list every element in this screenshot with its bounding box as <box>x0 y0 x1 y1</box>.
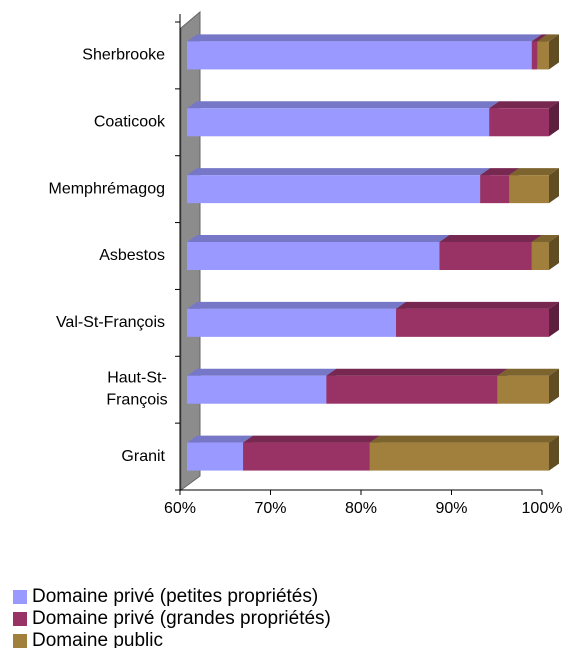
bar-front <box>531 242 549 270</box>
bar-side <box>549 235 559 270</box>
y-tick-label: Asbestos <box>99 247 165 264</box>
bar-front <box>531 41 538 70</box>
bar-top <box>187 34 542 42</box>
bar-top <box>187 368 337 376</box>
x-tick-label: 80% <box>345 500 377 517</box>
bar-segment <box>369 435 559 471</box>
bar-front <box>187 175 481 204</box>
bar-top <box>187 168 491 176</box>
bar-segment <box>187 368 337 404</box>
y-tick-label: Val-St-François <box>56 314 165 331</box>
bar-top <box>497 368 559 376</box>
bar-segment <box>439 235 542 270</box>
bar-top <box>187 301 407 309</box>
bar-front <box>480 175 510 204</box>
y-tick-label: Coaticook <box>94 114 166 131</box>
bar-top <box>531 235 559 242</box>
bar-top <box>369 435 559 443</box>
bar-front <box>489 108 549 137</box>
bar-front <box>187 442 244 471</box>
bar-segment <box>396 301 559 337</box>
bar-front <box>369 442 549 471</box>
legend: Domaine privé (petites propriétés)Domain… <box>13 586 331 651</box>
bar-segment <box>187 168 491 204</box>
x-tick-label: 90% <box>435 500 467 517</box>
bar-front <box>439 242 532 270</box>
bar-segment <box>243 435 380 471</box>
bar-front <box>243 442 370 471</box>
bar-segment <box>531 235 559 270</box>
bar-side <box>549 301 559 337</box>
bar-top <box>531 34 548 42</box>
bar-segment <box>187 235 450 270</box>
bar-side <box>549 101 559 137</box>
bar-front <box>396 308 549 337</box>
legend-label: Domaine privé (grandes propriétés) <box>32 608 331 629</box>
bar-top <box>326 368 508 376</box>
y-tick-label: Haut-St-François <box>106 370 167 409</box>
legend-label: Domaine public <box>32 630 163 648</box>
bar-top <box>187 435 254 443</box>
bar-top <box>187 101 500 109</box>
bar-side <box>549 168 559 204</box>
legend-label: Domaine privé (petites propriétés) <box>32 586 318 607</box>
bar-top <box>187 235 450 242</box>
bar-front <box>497 375 549 404</box>
y-tick-label: Granit <box>121 448 165 465</box>
bar-front <box>187 242 440 270</box>
bar-top <box>396 301 559 309</box>
bar-segment <box>326 368 508 404</box>
x-tick-label: 70% <box>254 500 286 517</box>
bar-top <box>439 235 542 242</box>
bar-front <box>187 41 532 70</box>
bar-side <box>549 34 559 70</box>
legend-swatch <box>13 634 27 648</box>
bar-top <box>243 435 380 443</box>
bar-front <box>537 41 549 70</box>
bar-top <box>537 34 559 42</box>
bar-segment <box>509 168 559 204</box>
bar-top <box>489 101 559 109</box>
legend-swatch <box>13 590 27 604</box>
bar-front <box>326 375 498 404</box>
bar-segment <box>187 101 500 137</box>
bar-top <box>480 168 520 176</box>
bar-segment <box>187 34 542 70</box>
bar-segment <box>187 301 407 337</box>
y-tick-label: Memphrémagog <box>49 180 166 197</box>
bar-side <box>549 435 559 471</box>
bar-front <box>509 175 549 204</box>
x-tick-label: 60% <box>164 500 196 517</box>
bar-side <box>549 368 559 404</box>
y-tick-label: Sherbrooke <box>82 47 165 64</box>
bar-front <box>187 108 490 137</box>
legend-swatch <box>13 612 27 626</box>
bar-top <box>509 168 559 176</box>
bar-segment <box>489 101 559 137</box>
bar-segment <box>537 34 559 70</box>
x-tick-label: 100% <box>522 500 563 517</box>
bar-front <box>187 308 397 337</box>
bar-segment <box>497 368 559 404</box>
bar-front <box>187 375 327 404</box>
